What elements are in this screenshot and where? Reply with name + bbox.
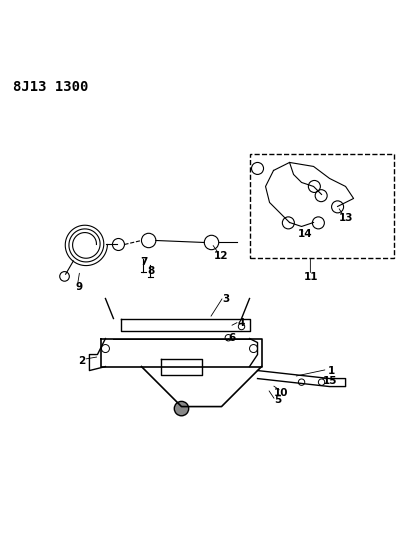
Text: 3: 3 <box>222 294 229 303</box>
Text: 2: 2 <box>78 356 85 366</box>
Text: 4: 4 <box>238 318 245 328</box>
Text: 13: 13 <box>339 214 353 223</box>
Text: 15: 15 <box>322 376 337 385</box>
Text: 8: 8 <box>147 266 154 276</box>
Text: 7: 7 <box>140 257 147 268</box>
Text: 5: 5 <box>274 395 281 405</box>
Text: 12: 12 <box>214 251 228 261</box>
Text: 8J13 1300: 8J13 1300 <box>13 80 89 94</box>
Text: 1: 1 <box>328 366 335 376</box>
Text: 9: 9 <box>75 281 82 292</box>
Text: 10: 10 <box>274 387 289 398</box>
Text: 11: 11 <box>304 271 319 281</box>
Circle shape <box>174 401 189 416</box>
Text: 6: 6 <box>228 333 235 343</box>
Text: 14: 14 <box>298 230 313 239</box>
